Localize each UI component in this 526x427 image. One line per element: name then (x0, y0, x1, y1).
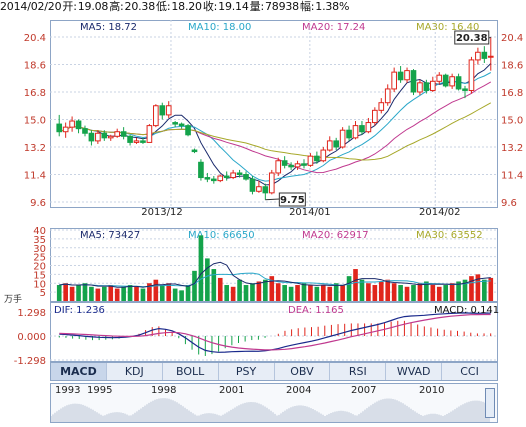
volume-y-tick: 40 (33, 226, 46, 237)
price-y-tick-left: 11.4 (24, 171, 46, 182)
timeline-year-label: 2001 (219, 385, 245, 396)
macd-y-tick: 1.298 (17, 308, 46, 319)
tab-obv[interactable]: OBV (275, 363, 331, 380)
price-y-tick-right: 15.0 (501, 116, 523, 127)
timeline-year-label: 1993 (55, 385, 81, 396)
volume-value: 78938 (264, 0, 299, 13)
quote-date: 2014/02/20 (0, 0, 62, 13)
timeline-year-label: 1998 (151, 385, 177, 396)
volume-y-tick: 25 (33, 253, 46, 264)
close-label: 收: (202, 0, 218, 13)
quote-header: 2014/02/20开:19.08高:20.38低:18.20收:19.14量:… (0, 0, 350, 14)
timeline-history-bars (51, 398, 490, 422)
tab-boll[interactable]: BOLL (163, 363, 219, 380)
timeline-navigator[interactable]: 1993 1995 1998 2001 2004 2007 2010 (50, 383, 498, 423)
low-label: 低: (156, 0, 171, 13)
price-x-tick-label: 2014/01 (289, 207, 331, 218)
price-y-tick-left: 15.0 (24, 116, 46, 127)
open-value: 19.08 (77, 0, 109, 13)
ma5-price-label: MA5: 18.72 (80, 22, 138, 33)
volume-y-tick: 30 (33, 244, 46, 255)
ma20-volume-label: MA20: 62917 (302, 230, 369, 241)
change-value: 1.38% (315, 0, 350, 13)
tab-macd[interactable]: MACD (51, 363, 107, 380)
high-value: 20.38 (124, 0, 156, 13)
timeline-year-label: 2010 (419, 385, 445, 396)
volume-y-tick: 20 (33, 262, 46, 273)
volume-y-tick: 10 (33, 279, 46, 290)
timeline-sparkline (51, 398, 490, 422)
price-x-tick-label: 2014/02 (419, 207, 461, 218)
tab-psy[interactable]: PSY (219, 363, 275, 380)
ma30-volume-label: MA30: 63552 (416, 230, 483, 241)
volume-label: 量: (249, 0, 265, 13)
low-value: 18.20 (171, 0, 202, 13)
indicator-tabs: MACD KDJ BOLL PSY OBV RSI WVAD CCI (50, 362, 498, 381)
open-label: 开: (62, 0, 77, 13)
price-y-tick-right: 20.4 (501, 33, 523, 44)
price-y-tick-left: 20.4 (24, 33, 46, 44)
ma10-price-label: MA10: 18.00 (188, 22, 252, 33)
price-y-tick-right: 11.4 (501, 171, 523, 182)
price-x-tick-label: 2013/12 (141, 207, 183, 218)
volume-y-tick: 5 (40, 288, 46, 299)
price-y-tick-left: 16.8 (24, 88, 46, 99)
ma5-volume-label: MA5: 73427 (80, 230, 141, 241)
price-y-tick-left: 13.2 (24, 143, 46, 154)
price-y-tick-right: 9.6 (501, 198, 517, 209)
high-label: 高: (109, 0, 124, 13)
price-panel[interactable] (50, 20, 498, 208)
tab-kdj[interactable]: KDJ (107, 363, 163, 380)
price-y-tick-right: 16.8 (501, 88, 523, 99)
change-label: 幅: (299, 0, 315, 13)
ma30-price-label: MA30: 16.40 (416, 22, 480, 33)
range-slider-handle[interactable] (485, 388, 495, 418)
timeline-year-label: 2004 (286, 385, 312, 396)
tab-wvad[interactable]: WVAD (386, 363, 443, 380)
tab-cci[interactable]: CCI (460, 365, 479, 378)
timeline-year-label: 1995 (87, 385, 113, 396)
price-y-tick-left: 9.6 (30, 198, 46, 209)
ma10-volume-label: MA10: 66650 (188, 230, 255, 241)
price-y-tick-right: 13.2 (501, 143, 523, 154)
volume-unit-label: 万手 (4, 293, 22, 305)
macd-y-tick: 0.000 (17, 332, 46, 343)
ma20-price-label: MA20: 17.24 (302, 22, 366, 33)
price-y-tick-left: 18.6 (24, 61, 46, 72)
volume-y-tick: 35 (33, 235, 46, 246)
price-y-tick-right: 18.6 (501, 61, 523, 72)
timeline-year-label: 2007 (351, 385, 377, 396)
macd-y-tick: -1.298 (14, 356, 46, 367)
macd-panel[interactable] (50, 302, 498, 362)
tab-rsi[interactable]: RSI (330, 363, 387, 380)
volume-y-tick: 15 (33, 270, 46, 281)
close-value: 19.14 (218, 0, 249, 13)
